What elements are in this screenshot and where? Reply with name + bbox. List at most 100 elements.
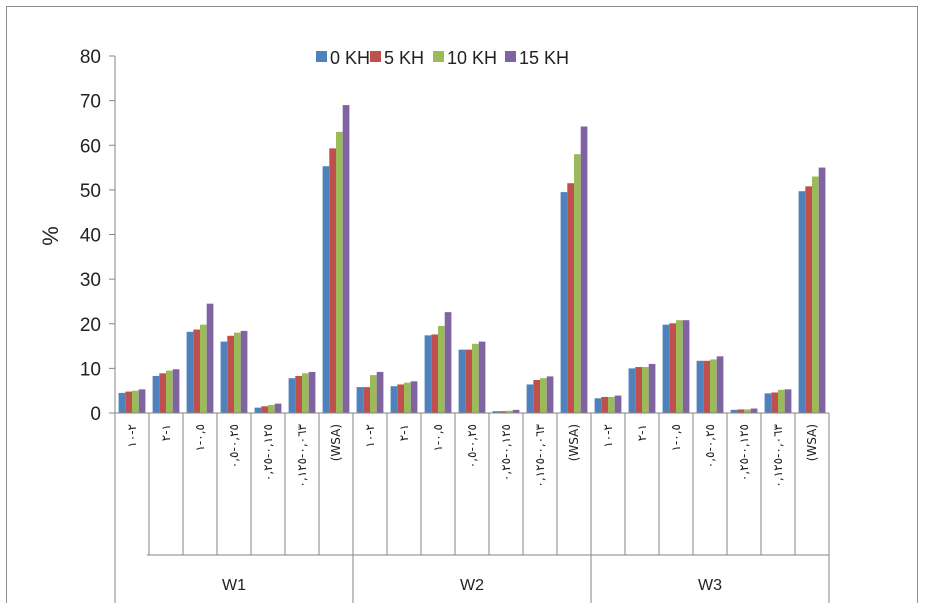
y-axis-label: % [38,226,63,246]
bar [642,367,649,413]
bar [342,105,350,414]
bar [302,373,309,413]
bar [696,360,704,413]
bar [560,192,568,413]
x-tick-label: ١-٢ [635,424,649,441]
bar [499,411,506,413]
x-tick-label: ٠,٠٦٣-٠,١٢٥ [533,423,547,487]
bar [465,349,472,413]
y-axis: 0 10 20 30 40 50 60 70 80 [80,47,116,425]
legend-swatch [505,51,516,62]
bar [240,330,248,413]
bar [268,404,275,413]
bar [295,375,302,413]
bar [682,320,690,413]
bar [227,335,234,413]
bar [716,356,724,413]
bar [329,148,336,413]
x-tick-label: (WSA) [567,424,581,461]
bar [152,375,160,413]
legend-swatch [316,51,327,62]
legend-label: 0 KH [330,48,370,68]
group-label: W2 [460,577,484,594]
x-tick-label: ٢-١٠ [363,424,377,448]
bar [288,378,296,413]
x-tick-label: ٢-١٠ [125,424,139,448]
bar [594,398,602,413]
bar [771,392,778,413]
bar [635,367,642,413]
x-tick-label: (WSA) [329,424,343,461]
bar [166,370,173,413]
y-tick-label: 20 [80,315,101,336]
x-tick-label: ٠,٥-١ [669,424,683,452]
y-tick-label: 40 [80,226,101,247]
bars [118,105,826,414]
bar [533,379,540,413]
x-tick-label: ٠,٥-١ [193,424,207,452]
bar [506,410,513,413]
y-tick-label: 70 [80,92,101,113]
x-tick-label: ٠,١٢٥-٠,٢٥ [499,424,513,481]
bar [431,334,438,413]
bar [336,131,343,414]
bar [744,409,751,413]
bar [274,403,282,413]
bar [308,371,316,413]
bar [397,384,404,413]
bar [159,373,166,413]
bar [322,166,330,413]
bar [376,371,384,413]
bar [492,411,500,413]
bar [261,406,268,413]
legend-label: 15 KH [519,48,569,68]
bar [764,393,772,413]
bar [438,325,445,413]
bar [812,176,819,413]
bar [512,409,520,413]
bar [186,331,194,413]
y-tick-label: 80 [80,47,101,68]
legend: 0 KH 5 KH 10 KH 15 KH [316,48,569,68]
bar [424,335,432,413]
bar [363,387,370,413]
bar [628,368,636,413]
group-label: W1 [222,577,246,594]
bar [546,376,554,413]
bar [444,312,452,413]
bar [138,389,146,413]
bar [730,409,738,413]
bar [478,341,486,413]
x-tick-label: ٠,٠٦٣-٠,١٢٥ [295,423,309,487]
y-tick-label: 50 [80,181,101,202]
bar [648,363,656,413]
bar [220,341,228,413]
y-tick-label: 60 [80,136,101,157]
x-axis: ٢-١٠ ١-٢ ٠,٥-١ ٠,٢٥-٠,٥ ٠,١٢٥-٠,٢٥ ٠,٠٦٣-٠,١٢… [114,412,830,603]
bar [390,386,398,413]
bar [580,126,588,413]
x-tick-label: ٠,٢٥-٠,٥ [227,424,241,468]
bar [676,320,683,413]
bar [234,332,241,413]
bar [458,349,466,413]
bar [710,359,717,413]
chart-frame [6,6,918,603]
bar [526,384,534,413]
bar [662,324,670,413]
bar [608,396,615,413]
bar [601,396,608,413]
bar [472,343,479,413]
bar [200,324,207,413]
x-tick-label: ٠,٥-١ [431,424,445,452]
x-tick-label: ١-٢ [397,424,411,441]
bar [540,378,547,413]
bar [574,154,581,414]
bar [567,183,574,413]
bar [703,360,710,413]
bar [614,395,622,413]
x-tick-label: ٠,١٢٥-٠,٢٥ [261,424,275,481]
x-tick-label: ٠,٢٥-٠,٥ [703,424,717,468]
x-tick-label: ٠,٢٥-٠,٥ [465,424,479,468]
bar [778,389,785,413]
